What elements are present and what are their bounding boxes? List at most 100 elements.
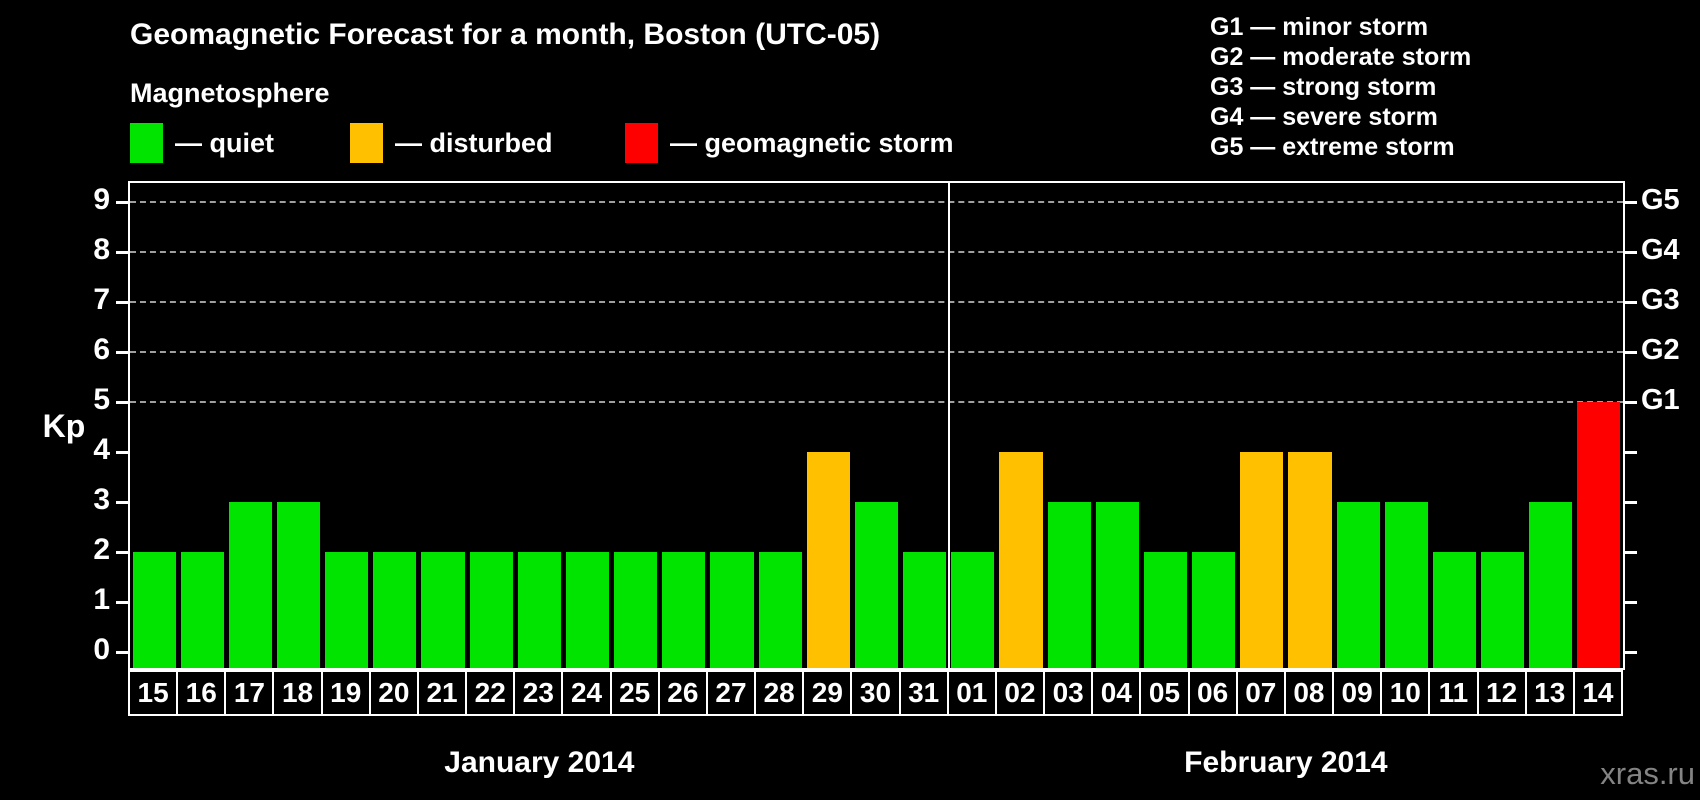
kp-bar-day-07 (1240, 452, 1284, 668)
day-cell-12: 12 (1476, 670, 1527, 716)
kp-bar-day-26 (662, 552, 706, 668)
right-axis-label-G2: G2 (1641, 334, 1680, 366)
kp-bar-day-12 (1481, 552, 1525, 668)
g-scale-legend-line-4: G4 — severe storm (1210, 103, 1438, 131)
legend-item-label: — disturbed (395, 127, 553, 158)
kp-bar-day-09 (1336, 502, 1380, 668)
day-cell-07: 07 (1235, 670, 1286, 716)
y-tick-label-6: 6 (93, 333, 110, 366)
kp-bar-day-13 (1529, 502, 1573, 668)
y-tick-left-6 (116, 351, 129, 354)
kp-bar-day-21 (421, 552, 465, 668)
kp-bar-day-01 (951, 552, 995, 668)
g-scale-legend-line-3: G3 — strong storm (1210, 73, 1437, 101)
g-scale-legend-line-1: G1 — minor storm (1210, 13, 1429, 41)
legend-item-disturbed: — disturbed (350, 122, 553, 164)
y-tick-right-4 (1624, 451, 1637, 454)
kp-bar-day-04 (1095, 502, 1139, 668)
y-tick-label-5: 5 (93, 383, 110, 416)
day-cell-03: 03 (1043, 670, 1094, 716)
legend-item-label: — geomagnetic storm (670, 127, 954, 158)
day-cell-10: 10 (1380, 670, 1431, 716)
month-label-1: February 2014 (1184, 746, 1388, 779)
month-label-0: January 2014 (444, 746, 635, 779)
y-tick-right-2 (1624, 551, 1637, 554)
day-cell-31: 31 (898, 670, 949, 716)
kp-bar-day-31 (903, 552, 947, 668)
kp-bar-day-24 (565, 552, 610, 668)
day-cell-21: 21 (416, 670, 468, 716)
kp-bar-day-11 (1432, 552, 1476, 668)
watermark: xras.ru (1600, 756, 1695, 791)
y-tick-label-0: 0 (93, 633, 110, 666)
kp-bar-day-16 (180, 552, 224, 668)
day-cell-27: 27 (705, 670, 757, 716)
grid-line-kp7 (130, 301, 1623, 303)
day-cell-23: 23 (513, 670, 564, 716)
y-tick-left-3 (116, 501, 129, 504)
kp-bar-day-02 (999, 452, 1043, 668)
day-cell-08: 08 (1283, 670, 1335, 716)
y-tick-label-4: 4 (93, 433, 110, 466)
right-axis-label-G4: G4 (1641, 234, 1680, 266)
grid-line-kp6 (130, 351, 1623, 353)
y-tick-label-3: 3 (93, 483, 110, 516)
y-axis-title: Kp (42, 408, 86, 444)
y-tick-left-0 (116, 651, 129, 654)
y-tick-left-1 (116, 601, 129, 604)
day-cell-15: 15 (128, 670, 179, 716)
magnetosphere-label: Magnetosphere (130, 78, 330, 108)
month-divider (947, 183, 950, 668)
kp-bar-day-15 (132, 552, 176, 668)
y-tick-left-2 (116, 551, 129, 554)
y-tick-left-7 (116, 301, 129, 304)
g-scale-legend: G1 — minor storm G2 — moderate storm G3 — … (1210, 12, 1471, 162)
chart-title: Geomagnetic Forecast for a month, Boston… (130, 18, 881, 51)
right-axis-label-G3: G3 (1641, 284, 1680, 316)
kp-bar-day-10 (1384, 502, 1428, 668)
kp-bar-day-27 (710, 552, 754, 668)
day-cell-17: 17 (224, 670, 275, 716)
y-tick-left-5 (116, 401, 129, 404)
y-tick-right-1 (1624, 601, 1637, 604)
y-tick-label-7: 7 (93, 283, 110, 316)
day-cell-01: 01 (946, 670, 997, 716)
day-cell-05: 05 (1139, 670, 1190, 716)
day-cell-29: 29 (802, 670, 853, 716)
day-cell-25: 25 (609, 670, 660, 716)
kp-bar-day-25 (614, 552, 658, 668)
kp-bar-day-30 (854, 502, 899, 668)
day-cell-18: 18 (272, 670, 323, 716)
kp-bar-day-05 (1143, 552, 1188, 668)
kp-bar-day-06 (1192, 552, 1236, 668)
kp-bar-day-23 (517, 552, 561, 668)
kp-bar-day-19 (325, 552, 369, 668)
day-cell-09: 09 (1332, 670, 1383, 716)
day-cell-24: 24 (561, 670, 612, 716)
grid-line-kp9 (130, 201, 1623, 203)
y-tick-right-7 (1624, 301, 1637, 304)
day-cell-02: 02 (994, 670, 1046, 716)
kp-bar-day-29 (806, 452, 850, 668)
legend-swatch-disturbed (350, 123, 383, 163)
kp-bar-day-28 (758, 552, 802, 668)
legend-swatch-quiet (130, 123, 163, 163)
day-cell-26: 26 (657, 670, 708, 716)
y-tick-label-8: 8 (93, 233, 110, 266)
grid-line-kp5 (130, 401, 1623, 403)
legend-item-label: — quiet (175, 127, 274, 158)
y-tick-left-4 (116, 451, 129, 454)
day-cell-22: 22 (465, 670, 516, 716)
y-tick-left-8 (116, 251, 129, 254)
kp-bar-day-18 (276, 502, 321, 668)
y-tick-right-9 (1624, 201, 1637, 204)
legend-item-storm: — geomagnetic storm (625, 122, 954, 164)
y-tick-right-5 (1624, 401, 1637, 404)
plot-area (128, 181, 1625, 670)
day-cell-14: 14 (1572, 670, 1623, 716)
g-scale-legend-line-5: G5 — extreme storm (1210, 133, 1455, 161)
day-cell-20: 20 (368, 670, 419, 716)
kp-bar-day-03 (1047, 502, 1091, 668)
day-cell-11: 11 (1428, 670, 1479, 716)
